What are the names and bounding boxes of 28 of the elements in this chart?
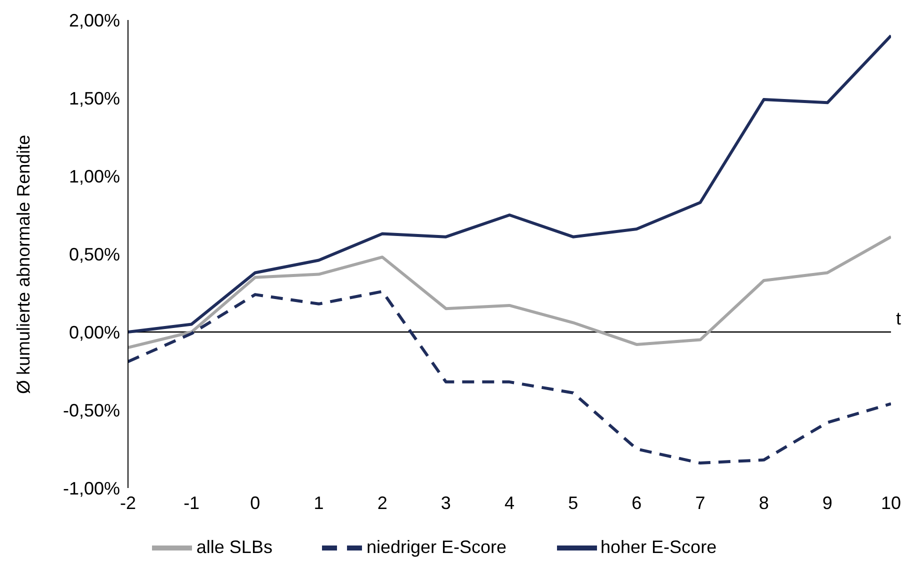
line-series [128, 290, 891, 465]
x-axis-title: t [896, 308, 902, 328]
legend-label: hoher E-Score [600, 536, 717, 557]
x-tick-label: 0 [250, 492, 260, 513]
x-tick-label: 4 [504, 492, 515, 513]
y-tick-label: 0,50% [68, 244, 120, 264]
y-tick-label: -1,00% [62, 478, 120, 498]
x-tick-label: 8 [758, 492, 769, 513]
x-tick-label: 10 [880, 492, 902, 513]
legend-label: alle SLBs [196, 536, 272, 557]
x-tick-label: 7 [695, 492, 706, 513]
line-series [128, 34, 891, 334]
y-tick-label: 2,00% [68, 10, 120, 30]
x-tick-label: 1 [314, 492, 324, 513]
y-tick-label: 1,50% [68, 88, 120, 108]
y-tick-label: 0,00% [68, 322, 120, 342]
y-tick-label: 1,00% [68, 166, 120, 186]
y-axis-title: Ø kumulierte abnormale Rendite [13, 134, 34, 394]
x-tick-label: 6 [632, 492, 642, 513]
y-tick-label: -0,50% [62, 400, 120, 420]
x-tick-label: -1 [184, 492, 200, 513]
x-tick-label: 2 [377, 492, 388, 513]
x-tick-label: 5 [568, 492, 578, 513]
x-tick-label: 9 [822, 492, 832, 513]
legend-label: niedriger E-Score [366, 536, 507, 557]
x-tick-label: 3 [440, 492, 451, 513]
line-series [128, 235, 891, 350]
x-tick-label: -2 [120, 492, 136, 513]
